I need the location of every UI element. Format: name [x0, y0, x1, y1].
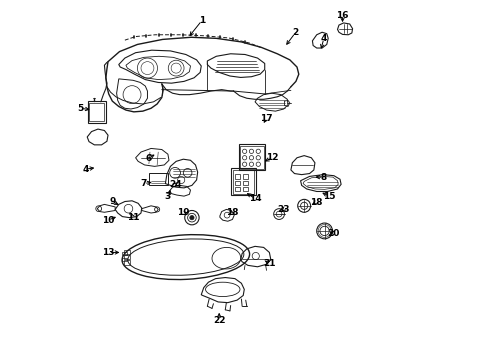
Bar — [124, 260, 130, 265]
Text: 15: 15 — [323, 192, 336, 201]
Text: 22: 22 — [213, 316, 225, 325]
Bar — [235, 174, 240, 179]
Text: 10: 10 — [102, 216, 114, 225]
Text: 19: 19 — [177, 208, 190, 217]
Text: 11: 11 — [127, 213, 139, 222]
Text: 5: 5 — [77, 104, 84, 113]
Bar — [122, 258, 127, 261]
Bar — [243, 187, 248, 192]
Text: 16: 16 — [336, 10, 349, 19]
Bar — [89, 103, 104, 121]
Bar — [124, 249, 130, 254]
Circle shape — [190, 216, 194, 220]
Text: 6: 6 — [145, 154, 151, 163]
Text: 20: 20 — [328, 229, 340, 238]
Text: 2: 2 — [292, 28, 298, 37]
Text: 21: 21 — [263, 259, 276, 268]
Bar — [149, 173, 168, 185]
Text: 4: 4 — [321, 34, 327, 43]
Text: 13: 13 — [102, 248, 115, 257]
Text: 1: 1 — [199, 16, 205, 25]
Text: 7: 7 — [141, 179, 147, 188]
Text: 18: 18 — [310, 198, 322, 207]
Text: 8: 8 — [321, 173, 327, 182]
Text: 17: 17 — [260, 114, 273, 123]
Bar — [243, 174, 248, 179]
Text: 18: 18 — [226, 208, 239, 217]
Text: 14: 14 — [249, 194, 261, 203]
Bar — [233, 170, 254, 194]
Bar — [124, 255, 130, 259]
Text: 24: 24 — [169, 180, 181, 189]
Bar — [235, 181, 240, 185]
Bar — [235, 187, 240, 192]
Bar — [122, 252, 127, 255]
Bar — [243, 181, 248, 185]
Text: 23: 23 — [277, 205, 290, 214]
Bar — [240, 145, 264, 168]
Bar — [88, 101, 106, 123]
Text: 4: 4 — [82, 165, 89, 174]
Text: 12: 12 — [266, 153, 278, 162]
Bar — [239, 144, 266, 170]
Text: 9: 9 — [109, 197, 116, 206]
Text: 3: 3 — [165, 192, 171, 201]
Bar — [231, 168, 256, 195]
